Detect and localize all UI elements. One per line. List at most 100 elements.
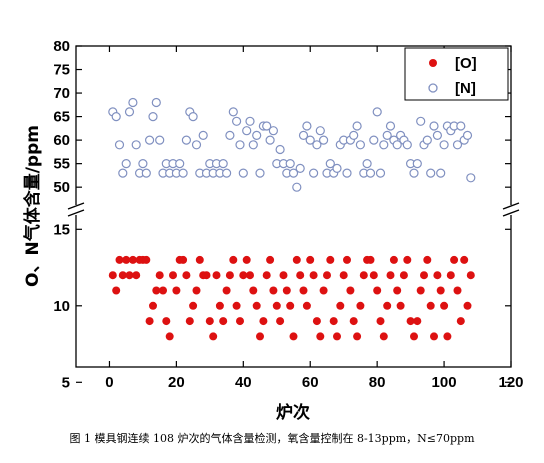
point-o bbox=[443, 332, 452, 341]
point-o bbox=[406, 317, 415, 326]
y-tick-label: 5 bbox=[62, 374, 70, 391]
point-o bbox=[420, 271, 428, 280]
point-o bbox=[326, 255, 335, 264]
point-n bbox=[265, 135, 275, 145]
y-tick-label: 80 bbox=[53, 38, 70, 55]
point-n bbox=[439, 140, 449, 150]
x-axis-title: 炉次 bbox=[276, 402, 310, 423]
point-o bbox=[436, 286, 445, 295]
point-o bbox=[383, 301, 392, 310]
point-o bbox=[182, 271, 191, 280]
point-o bbox=[225, 271, 234, 280]
point-n bbox=[151, 97, 161, 108]
point-n bbox=[111, 111, 121, 122]
point-o bbox=[108, 271, 117, 280]
y-tick-label: 75 bbox=[53, 62, 70, 79]
point-o bbox=[249, 286, 258, 295]
break-gap-right bbox=[503, 205, 517, 215]
point-o bbox=[309, 271, 318, 280]
point-o bbox=[282, 286, 291, 295]
point-o bbox=[195, 255, 204, 264]
point-n bbox=[422, 135, 432, 145]
point-o bbox=[162, 317, 171, 326]
point-n bbox=[382, 130, 392, 140]
point-n bbox=[238, 168, 248, 178]
point-o bbox=[450, 255, 459, 264]
point-o bbox=[112, 286, 121, 295]
point-o bbox=[396, 301, 405, 310]
point-o bbox=[323, 271, 331, 280]
axis-break-marks bbox=[67, 202, 520, 217]
point-n bbox=[235, 140, 245, 150]
point-o bbox=[393, 286, 402, 295]
point-o bbox=[410, 332, 418, 341]
point-o bbox=[205, 317, 214, 326]
x-tick-label: 40 bbox=[235, 374, 252, 391]
point-n bbox=[175, 159, 185, 169]
point-o bbox=[463, 301, 472, 310]
point-o bbox=[373, 286, 382, 295]
point-n bbox=[288, 168, 299, 178]
point-o bbox=[266, 255, 275, 264]
point-o bbox=[336, 301, 345, 310]
point-o bbox=[132, 271, 141, 280]
scatter-chart: 0 20 40 60 80 100 120 50 55 60 65 70 75 80 5 10 15 炉次 O、… bbox=[22, 38, 524, 423]
point-n bbox=[365, 168, 376, 178]
point-o bbox=[279, 271, 288, 280]
x-tick-label: 80 bbox=[369, 374, 386, 391]
legend: [O] [N] bbox=[404, 47, 509, 101]
point-n bbox=[268, 126, 278, 136]
point-o bbox=[302, 301, 311, 310]
point-o bbox=[456, 317, 465, 326]
point-o bbox=[276, 317, 285, 326]
point-n bbox=[118, 168, 128, 178]
point-o bbox=[433, 271, 442, 280]
point-n bbox=[114, 140, 125, 150]
point-o bbox=[299, 286, 308, 295]
point-o bbox=[356, 301, 365, 310]
point-n bbox=[342, 168, 352, 178]
point-n bbox=[412, 159, 422, 169]
point-n bbox=[452, 140, 463, 150]
point-n bbox=[275, 144, 285, 155]
y-axis-title: O、N气体含量/ppm bbox=[22, 125, 43, 287]
point-n bbox=[349, 130, 359, 140]
point-o bbox=[232, 301, 241, 310]
data-points bbox=[108, 97, 476, 341]
point-o bbox=[292, 255, 301, 264]
y-tick-label: 15 bbox=[53, 221, 70, 238]
point-o bbox=[286, 301, 295, 310]
point-o bbox=[376, 317, 385, 326]
point-n bbox=[181, 135, 191, 145]
point-n bbox=[355, 140, 365, 150]
point-n bbox=[138, 159, 148, 169]
point-o bbox=[389, 255, 398, 264]
point-n bbox=[245, 116, 255, 126]
point-o bbox=[128, 255, 137, 264]
point-o bbox=[329, 317, 338, 326]
x-tick-label: 60 bbox=[302, 374, 319, 391]
x-tick-label: 20 bbox=[168, 374, 185, 391]
point-o bbox=[229, 255, 238, 264]
break-gap-left bbox=[70, 205, 84, 215]
point-n bbox=[121, 159, 131, 169]
point-n bbox=[252, 130, 262, 140]
figure-caption: 图 1 模具钢连续 108 炉次的气体含量检测，氧含量控制在 8-13ppm，N… bbox=[69, 432, 475, 445]
point-o bbox=[212, 271, 221, 280]
point-o bbox=[430, 332, 438, 341]
y-tick-label: 10 bbox=[53, 298, 70, 315]
point-o bbox=[333, 332, 341, 341]
point-o bbox=[122, 255, 131, 264]
point-o bbox=[236, 317, 244, 326]
point-n bbox=[222, 168, 232, 178]
point-n bbox=[375, 168, 386, 178]
point-n bbox=[409, 168, 419, 178]
point-o bbox=[296, 271, 305, 280]
point-n bbox=[155, 135, 165, 145]
point-n bbox=[332, 163, 342, 173]
point-n bbox=[124, 107, 135, 117]
point-o bbox=[346, 286, 355, 295]
point-o bbox=[446, 271, 455, 280]
point-o bbox=[202, 271, 211, 280]
point-n bbox=[302, 121, 312, 131]
